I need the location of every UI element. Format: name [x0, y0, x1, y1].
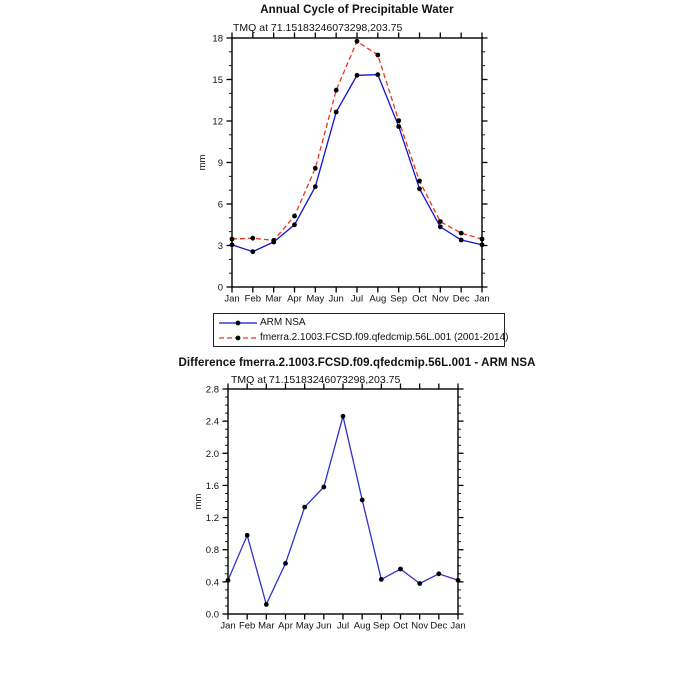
top-chart-title: Annual Cycle of Precipitable Water	[260, 4, 454, 16]
bottom-chart-subtitle: TMQ at 71.15183246073298,203.75	[231, 374, 401, 386]
top-chart-series-0-markers	[229, 72, 485, 255]
svg-text:Aug: Aug	[369, 294, 386, 305]
svg-text:0.0: 0.0	[206, 610, 219, 621]
legend-item-model: fmerra.2.1003.FCSD.f09.qfedcmip.56L.001 …	[216, 330, 508, 345]
svg-text:0.4: 0.4	[206, 577, 219, 588]
svg-text:Sep: Sep	[390, 294, 407, 305]
svg-text:Jan: Jan	[474, 294, 489, 305]
svg-text:Dec: Dec	[453, 294, 470, 305]
svg-text:Jun: Jun	[316, 621, 331, 632]
svg-text:2.4: 2.4	[206, 417, 219, 428]
bottom-chart-title: Difference fmerra.2.1003.FCSD.f09.qfedcm…	[178, 357, 536, 369]
top-chart-tick-labels: 0 3 6 9 12 15 18 Jan Feb Mar Apr May Jun Jul Aug Sep Oct…	[197, 34, 490, 305]
svg-text:Jul: Jul	[337, 621, 349, 632]
svg-text:May: May	[296, 621, 314, 632]
svg-text:Oct: Oct	[412, 294, 427, 305]
svg-text:1.6: 1.6	[206, 481, 219, 492]
svg-text:Feb: Feb	[239, 621, 255, 632]
svg-text:Mar: Mar	[258, 621, 274, 632]
top-chart: 0 3 6 9 12 15 18 Jan Feb Mar Apr May Jun Jul Aug Sep Oct…	[197, 32, 490, 305]
legend-label-arm-nsa: ARM NSA	[260, 317, 306, 328]
svg-text:Jan: Jan	[220, 621, 235, 632]
svg-text:18: 18	[212, 34, 223, 45]
svg-text:12: 12	[212, 117, 223, 128]
svg-text:Apr: Apr	[287, 294, 302, 305]
bottom-chart-series-0-markers	[225, 413, 461, 607]
top-chart-series-1-line	[231, 40, 483, 242]
svg-text:Dec: Dec	[430, 621, 447, 632]
svg-text:Nov: Nov	[432, 294, 449, 305]
svg-text:Oct: Oct	[393, 621, 408, 632]
legend-box: ARM NSA fmerra.2.1003.FCSD.f09.qfedcmip.…	[213, 313, 508, 347]
bottom-chart-axes	[222, 383, 464, 620]
svg-text:Jan: Jan	[224, 294, 239, 305]
svg-text:0.8: 0.8	[206, 545, 219, 556]
legend-label-model: fmerra.2.1003.FCSD.f09.qfedcmip.56L.001 …	[260, 332, 509, 343]
svg-text:Mar: Mar	[265, 294, 281, 305]
svg-text:Nov: Nov	[411, 621, 428, 632]
svg-text:0: 0	[218, 283, 223, 294]
top-chart-series-1-markers	[229, 38, 485, 243]
svg-text:15: 15	[212, 75, 223, 86]
svg-text:mm: mm	[197, 155, 208, 171]
top-chart-subtitle: TMQ at 71.15183246073298,203.75	[233, 22, 403, 34]
svg-text:6: 6	[218, 200, 223, 211]
legend-item-arm-nsa: ARM NSA	[216, 315, 504, 330]
top-chart-series-0-line	[231, 74, 483, 253]
top-chart-axes	[226, 32, 488, 293]
legend-line-sample-dashed	[219, 335, 257, 340]
svg-text:2.0: 2.0	[206, 449, 219, 460]
svg-text:Jul: Jul	[351, 294, 363, 305]
svg-text:mm: mm	[193, 494, 204, 510]
bottom-chart-series-0-line	[227, 416, 459, 607]
svg-text:Feb: Feb	[245, 294, 261, 305]
svg-text:2.8: 2.8	[206, 385, 219, 396]
svg-text:Apr: Apr	[278, 621, 293, 632]
legend-line-sample-solid	[219, 320, 257, 325]
svg-text:Sep: Sep	[373, 621, 390, 632]
svg-text:Jun: Jun	[329, 294, 344, 305]
svg-text:May: May	[306, 294, 324, 305]
svg-text:9: 9	[218, 158, 223, 169]
svg-text:Aug: Aug	[354, 621, 371, 632]
svg-text:1.2: 1.2	[206, 513, 219, 524]
svg-text:Jan: Jan	[450, 621, 465, 632]
svg-text:3: 3	[218, 241, 223, 252]
